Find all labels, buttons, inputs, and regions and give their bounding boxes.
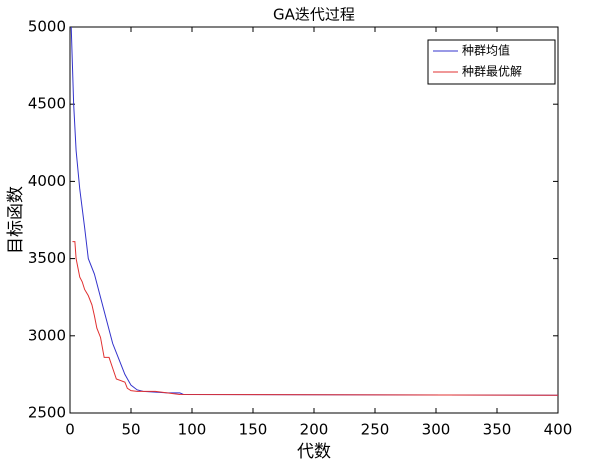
x-tick-label: 400 — [544, 421, 573, 439]
x-tick-label: 350 — [483, 421, 512, 439]
x-tick-label: 200 — [300, 421, 329, 439]
legend-box — [427, 39, 556, 85]
x-tick-label: 0 — [65, 421, 75, 439]
series-line — [72, 241, 559, 396]
x-tick-label: 100 — [178, 421, 207, 439]
y-tick-label: 4500 — [28, 95, 66, 113]
y-tick-label: 3500 — [28, 249, 66, 267]
x-tick-label: 50 — [121, 421, 140, 439]
y-tick-label: 2500 — [28, 404, 66, 422]
legend-label: 种群最优解 — [462, 65, 522, 79]
x-axis-label: 代数 — [297, 442, 331, 462]
series-line — [70, 26, 559, 396]
y-tick-label: 3000 — [28, 326, 66, 344]
x-tick-label: 300 — [422, 421, 451, 439]
y-tick-label: 4000 — [28, 172, 66, 190]
y-axis-label: 目标函数 — [6, 186, 26, 254]
x-tick-label: 150 — [239, 421, 268, 439]
legend-label: 种群均值 — [462, 43, 510, 58]
y-tick-label: 5000 — [28, 18, 66, 36]
chart-title: GA迭代过程 — [273, 6, 355, 24]
plot-area — [69, 26, 559, 414]
x-tick-label: 250 — [361, 421, 390, 439]
